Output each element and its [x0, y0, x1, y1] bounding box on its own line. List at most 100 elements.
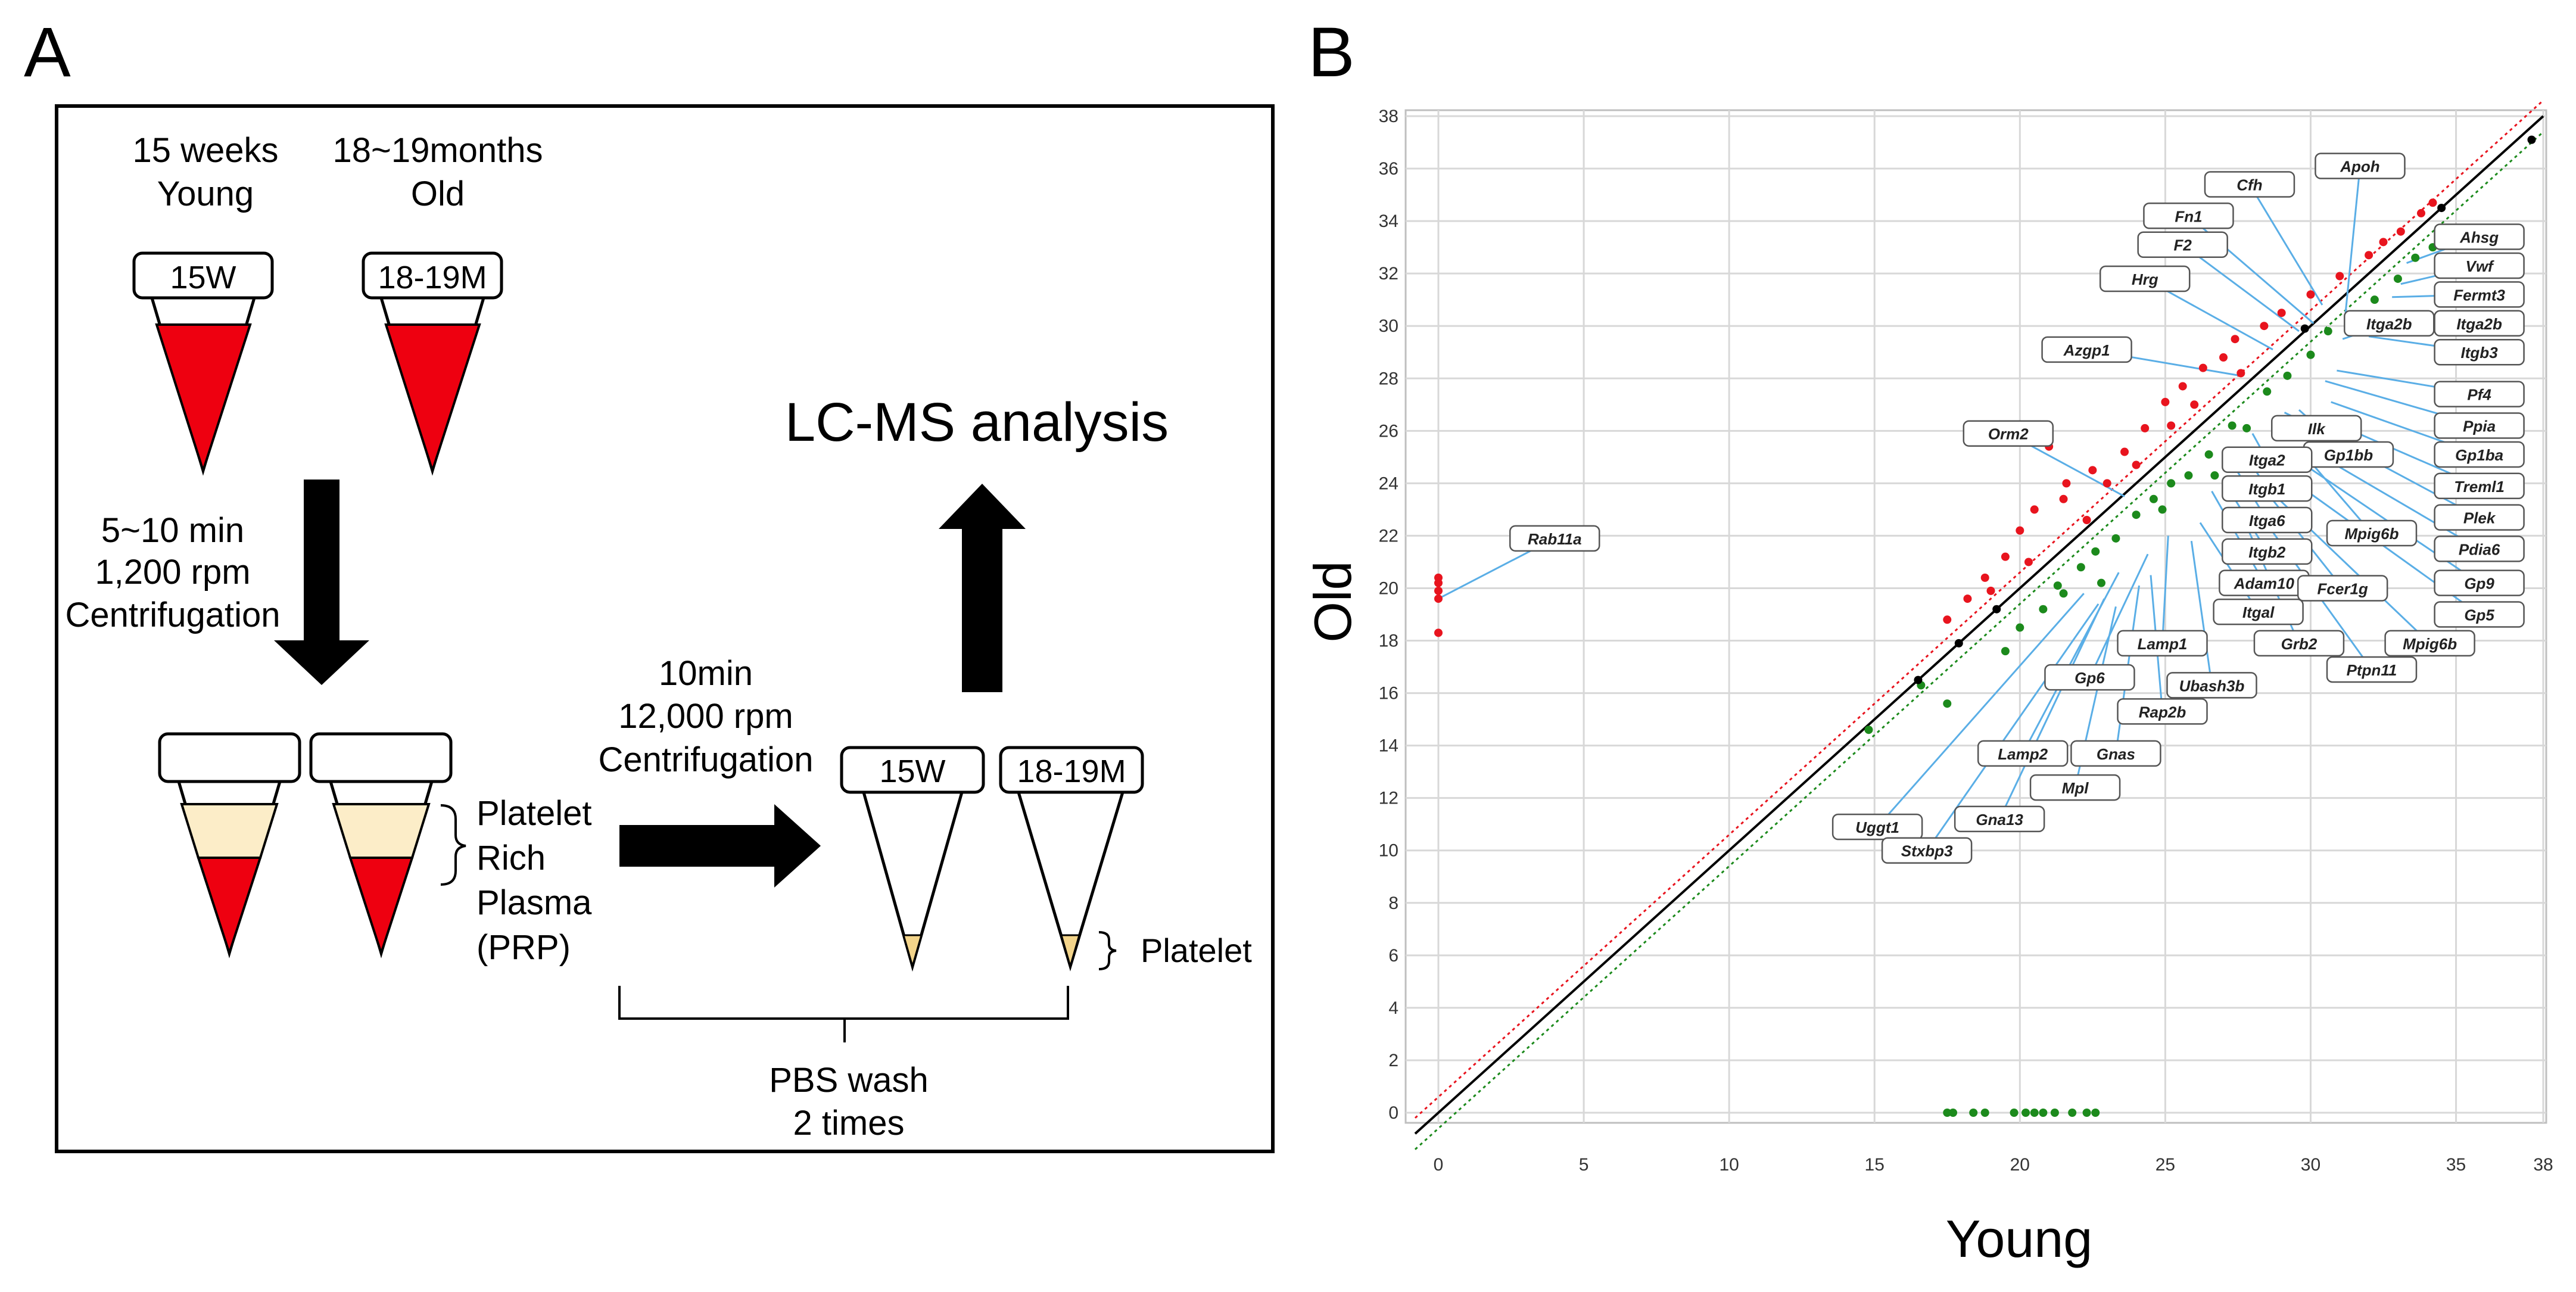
data-point-red [2016, 526, 2024, 535]
data-point-red [2178, 382, 2187, 391]
annotation-label-box [2434, 601, 2525, 628]
data-point-black [2527, 135, 2536, 144]
leader-line [2211, 490, 2265, 584]
arrow-up [939, 484, 1026, 692]
prp-label-line3: Plasma [476, 883, 592, 922]
data-point-red [1963, 594, 1972, 603]
annotation-label: Itga2b [2344, 310, 2435, 337]
annotation-label-text: Itgal [2242, 603, 2275, 621]
annotation-label-text: F2 [2174, 236, 2192, 254]
annotation-label-box [2384, 630, 2475, 657]
y-tick-label: 34 [1379, 211, 1398, 231]
annotation-label: Cfh [2204, 171, 2295, 198]
data-point-green [2068, 1109, 2077, 1117]
step1-line2: 1,200 rpm [95, 553, 250, 591]
annotation-label-text: Gnas [2097, 745, 2135, 763]
data-point-green [2111, 534, 2120, 543]
annotation-label-text: Orm2 [1988, 425, 2029, 443]
data-point-red [2030, 505, 2039, 514]
annotation-label-text: Grb2 [2281, 635, 2318, 653]
data-point-red [1434, 578, 1443, 587]
data-point-red [2082, 516, 2091, 525]
y-tick-label: 38 [1379, 107, 1398, 126]
annotation-label-box [2222, 446, 2313, 473]
annotation-label-text: Hrg [2132, 270, 2158, 288]
annotation-label-box [2434, 252, 2525, 279]
annotation-label: Itga6 [2222, 506, 2313, 534]
tube-old-pellet: 18-19M [999, 746, 1144, 972]
y-tick-label: 10 [1379, 841, 1398, 861]
annotation-label: Fcer1g [2297, 575, 2388, 602]
x-tick-label: 0 [1434, 1155, 1444, 1175]
arrow-right [619, 804, 821, 888]
annotation-label-text: Cfh [2237, 176, 2262, 194]
data-point-green [2228, 421, 2237, 430]
data-point-red [1943, 615, 1952, 624]
annotation-label: Stxbp3 [1881, 837, 1973, 864]
data-point-red [2102, 479, 2111, 488]
y-tick-label: 24 [1379, 474, 1398, 493]
y-tick-label: 28 [1379, 369, 1398, 388]
annotation-label-text: Pf4 [2467, 386, 2491, 404]
annotation-label-box [2117, 630, 2208, 657]
data-point-green [1864, 726, 1873, 734]
data-point-green [2097, 578, 2105, 587]
annotation-label-text: Gna13 [1976, 811, 2023, 829]
y-tick-label: 0 [1388, 1103, 1398, 1123]
annotation-label-box [2326, 656, 2418, 683]
y-tick-label: 16 [1379, 684, 1398, 703]
data-point-green [2001, 647, 2010, 656]
data-point-red [2062, 479, 2071, 488]
y-tick-labels: 0 2 4 6 8 10 12 14 16 18 20 22 24 26 28 … [1379, 107, 1398, 1123]
data-point-black [1992, 605, 2001, 614]
data-point-red [2141, 424, 2150, 432]
annotation-label-box [1963, 420, 2054, 447]
data-point-green [2370, 295, 2379, 304]
annotation-label: Fn1 [2143, 203, 2234, 229]
data-point-green [2030, 1109, 2039, 1117]
annotation-label-box [2326, 519, 2418, 547]
y-tick-label: 18 [1379, 631, 1398, 651]
annotation-label: Rap2b [2117, 698, 2208, 725]
annotation-label-box [1954, 805, 2045, 833]
annotation-label: Ppia [2434, 412, 2525, 439]
data-point-green [2283, 371, 2292, 380]
annotation-label-text: Fcer1g [2318, 580, 2368, 597]
data-point-red [2231, 335, 2239, 344]
annotation-label: Itgb2 [2222, 538, 2313, 565]
x-tick-label: 15 [1865, 1155, 1885, 1175]
annotation-label-box [2315, 152, 2406, 179]
young-header-line1: 15 weeks [132, 131, 278, 170]
annotation-label-box [2222, 475, 2313, 502]
step1-line3: Centrifugation [65, 596, 280, 634]
annotation-label-box [2434, 412, 2525, 439]
protocol-box [55, 104, 1275, 1153]
data-points [1434, 135, 2536, 1117]
data-point-red [2416, 208, 2425, 217]
annotation-label-box [2270, 415, 2362, 442]
annotation-label-text: Fermt3 [2453, 286, 2505, 304]
y-tick-label: 30 [1379, 316, 1398, 336]
annotation-label-box [2222, 506, 2313, 534]
data-point-green [2263, 387, 2272, 396]
reference-line-upper [1414, 99, 2544, 1119]
data-point-red [2190, 400, 2199, 409]
old-header-line1: 18~19months [332, 131, 543, 170]
annotation-label-text: Ahsg [2459, 229, 2499, 247]
annotation-label-box [2434, 338, 2525, 366]
annotation-label-box [2297, 575, 2388, 602]
annotation-label: Azgp1 [2041, 336, 2132, 363]
annotation-label: Ahsg [2434, 223, 2525, 250]
data-point-green [2204, 450, 2213, 459]
tube-young-label: 15W [170, 260, 236, 295]
data-point-red [2198, 363, 2207, 372]
annotation-label-box [2070, 740, 2161, 767]
y-tick-label: 22 [1379, 526, 1398, 546]
data-point-red [2161, 397, 2170, 406]
annotation-label: Uggt1 [1831, 813, 1923, 840]
annotation-label: Itga2b [2434, 310, 2525, 337]
plot-area [1404, 109, 2547, 1124]
wash-line2: 2 times [793, 1104, 905, 1142]
pellet-tube-old-label: 18-19M [1017, 754, 1126, 789]
